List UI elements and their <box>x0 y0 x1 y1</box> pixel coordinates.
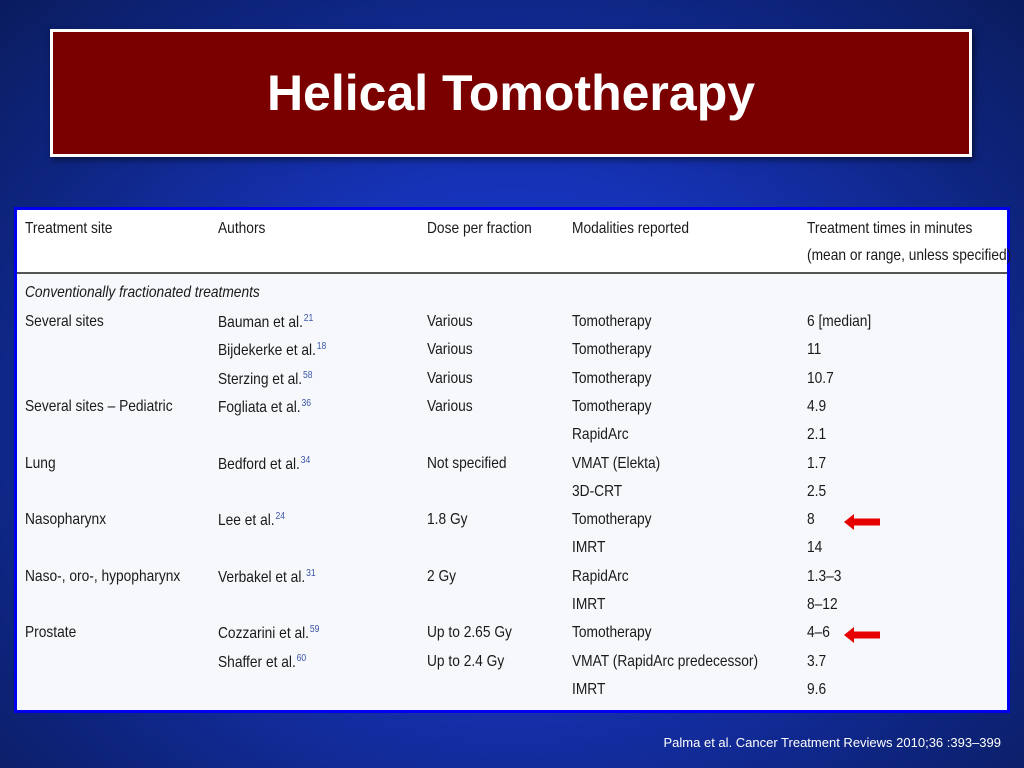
row-modality: Tomotherapy <box>572 397 652 415</box>
author-name: Bedford et al. <box>218 455 300 473</box>
row-dose: Various <box>427 369 473 387</box>
row-author: Sterzing et al.58 <box>218 370 313 389</box>
title-banner: Helical Tomotherapy <box>50 29 972 157</box>
reference-link[interactable]: 34 <box>300 454 311 466</box>
reference-link[interactable]: 24 <box>275 511 286 523</box>
row-time: 4–6 <box>807 624 830 642</box>
row-dose: Not specified <box>427 454 507 472</box>
row-modality: IMRT <box>572 680 606 698</box>
reference-link[interactable]: 58 <box>302 369 313 381</box>
row-modality: RapidArc <box>572 567 629 585</box>
row-modality: RapidArc <box>572 426 629 444</box>
header-times-line1: Treatment times in minutes <box>807 220 973 237</box>
row-time: 14 <box>807 539 823 557</box>
citation: Palma et al. Cancer Treatment Reviews 20… <box>663 735 1001 750</box>
row-site: Several sites <box>25 313 104 330</box>
row-author: Fogliata et al.36 <box>218 398 311 417</box>
row-author: Cozzarini et al.59 <box>218 624 319 643</box>
row-dose: Various <box>427 341 473 359</box>
row-modality: Tomotherapy <box>572 511 652 529</box>
header-times: Treatment times in minutes (mean or rang… <box>807 215 1011 269</box>
author-name: Cozzarini et al. <box>218 625 310 643</box>
header-modalities: Modalities reported <box>572 220 690 237</box>
row-time: 2.1 <box>807 426 827 444</box>
row-modality: IMRT <box>572 539 606 557</box>
author-name: Fogliata et al. <box>218 398 301 416</box>
header-dose: Dose per fraction <box>427 220 532 237</box>
row-time: 4.9 <box>807 397 827 415</box>
row-author: Shaffer et al.60 <box>218 653 306 672</box>
row-time: 1.3–3 <box>807 567 842 585</box>
row-time: 6 [median] <box>807 313 872 330</box>
header-times-line2: (mean or range, unless specified) <box>807 247 1012 264</box>
row-dose: Up to 2.65 Gy <box>427 624 512 642</box>
reference-link[interactable]: 36 <box>301 397 312 409</box>
reference-link[interactable]: 31 <box>306 567 316 579</box>
row-site: Lung <box>25 454 56 472</box>
author-name: Bijdekerke et al. <box>218 342 316 360</box>
row-site: Several sites – Pediatric <box>25 397 173 415</box>
row-modality: VMAT (RapidArc predecessor) <box>572 652 759 670</box>
row-modality: Tomotherapy <box>572 369 652 387</box>
table-header: Treatment site Authors Dose per fraction… <box>17 210 1011 274</box>
author-name: Verbakel et al. <box>218 568 306 586</box>
reference-link[interactable]: 21 <box>303 313 314 324</box>
row-time: 2.5 <box>807 482 827 500</box>
row-site: Prostate <box>25 624 77 642</box>
row-author: Bijdekerke et al.18 <box>218 341 326 360</box>
row-author: Lee et al.24 <box>218 511 285 530</box>
row-author: Bauman et al.21 <box>218 313 313 332</box>
author-name: Bauman et al. <box>218 314 303 331</box>
reference-link[interactable]: 60 <box>296 652 307 664</box>
row-modality: VMAT (Elekta) <box>572 454 661 472</box>
row-dose: Various <box>427 313 473 330</box>
row-time: 9.6 <box>807 680 827 698</box>
row-modality: 3D-CRT <box>572 482 623 500</box>
row-time: 1.7 <box>807 454 827 472</box>
left-arrow-icon <box>844 514 880 531</box>
row-modality: Tomotherapy <box>572 313 652 330</box>
row-time: 11 <box>807 341 822 359</box>
header-site: Treatment site <box>25 220 113 237</box>
row-modality: Tomotherapy <box>572 624 652 642</box>
row-dose: Up to 2.4 Gy <box>427 652 505 670</box>
author-name: Sterzing et al. <box>218 370 303 388</box>
row-time: 8–12 <box>807 596 838 613</box>
author-name: Shaffer et al. <box>218 653 296 671</box>
left-arrow-icon <box>844 627 880 644</box>
row-site: Naso-, oro-, hypopharynx <box>25 567 181 585</box>
row-modality: IMRT <box>572 596 606 613</box>
row-site: Nasopharynx <box>25 511 107 529</box>
row-dose: 2 Gy <box>427 567 457 585</box>
results-table: Treatment site Authors Dose per fraction… <box>14 207 1011 713</box>
row-modality: Tomotherapy <box>572 341 652 359</box>
author-name: Lee et al. <box>218 512 275 530</box>
header-authors: Authors <box>218 220 266 237</box>
row-time: 8 <box>807 511 815 529</box>
slide-title: Helical Tomotherapy <box>266 65 756 121</box>
table-body: Treatment site Authors Dose per fraction… <box>17 210 1011 710</box>
section-label: Conventionally fractionated treatments <box>25 284 260 301</box>
row-time: 3.7 <box>807 652 827 670</box>
row-time: 10.7 <box>807 369 834 387</box>
row-dose: Various <box>427 397 473 415</box>
row-author: Bedford et al.34 <box>218 455 310 474</box>
row-author: Verbakel et al.31 <box>218 568 316 587</box>
reference-link[interactable]: 18 <box>316 341 327 353</box>
row-dose: 1.8 Gy <box>427 511 468 529</box>
reference-link[interactable]: 59 <box>309 624 320 636</box>
